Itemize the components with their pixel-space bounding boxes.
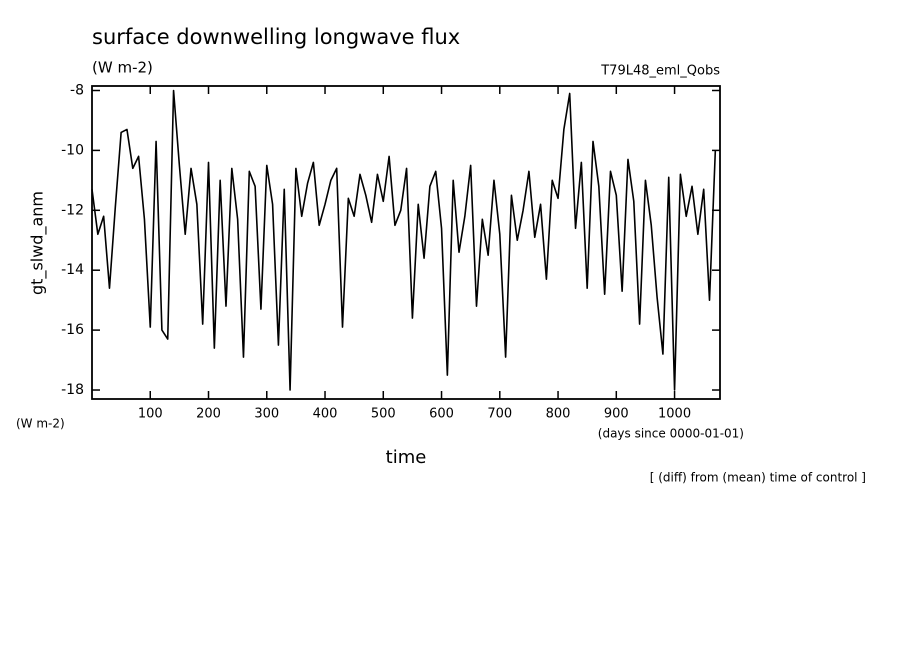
x-tick-label: 600 [429,407,454,422]
x-axis-title: time [386,447,427,468]
x-tick-label: 800 [546,407,571,422]
y-unit: (W m-2) [16,417,65,431]
x-tick-label: 100 [138,407,163,422]
y-tick-label: -18 [61,382,84,398]
run-label: T79L48_eml_Qobs [600,64,720,79]
y-tick-label: -8 [70,82,84,98]
chart-title: surface downwelling longwave flux [92,25,460,49]
x-tick-label: 400 [313,407,338,422]
x-tick-label: 700 [487,407,512,422]
y-axis-title: gt_slwd_anm [28,191,48,295]
y-tick-label: -10 [61,142,84,158]
y-tick-label: -16 [61,322,84,338]
unit-label: (W m-2) [92,59,153,77]
x-unit: (days since 0000-01-01) [598,427,744,441]
x-tick-label: 500 [371,407,396,422]
x-tick-label: 200 [196,407,221,422]
plot-frame [91,85,721,400]
x-tick-label: 900 [604,407,629,422]
y-tick-label: -12 [61,202,84,218]
y-tick-label: -14 [61,262,84,278]
x-tick-label: 300 [254,407,279,422]
data-line [91,89,717,391]
note: [ (diff) from (mean) time of control ] [650,471,866,485]
x-tick-label: 1000 [658,407,691,422]
